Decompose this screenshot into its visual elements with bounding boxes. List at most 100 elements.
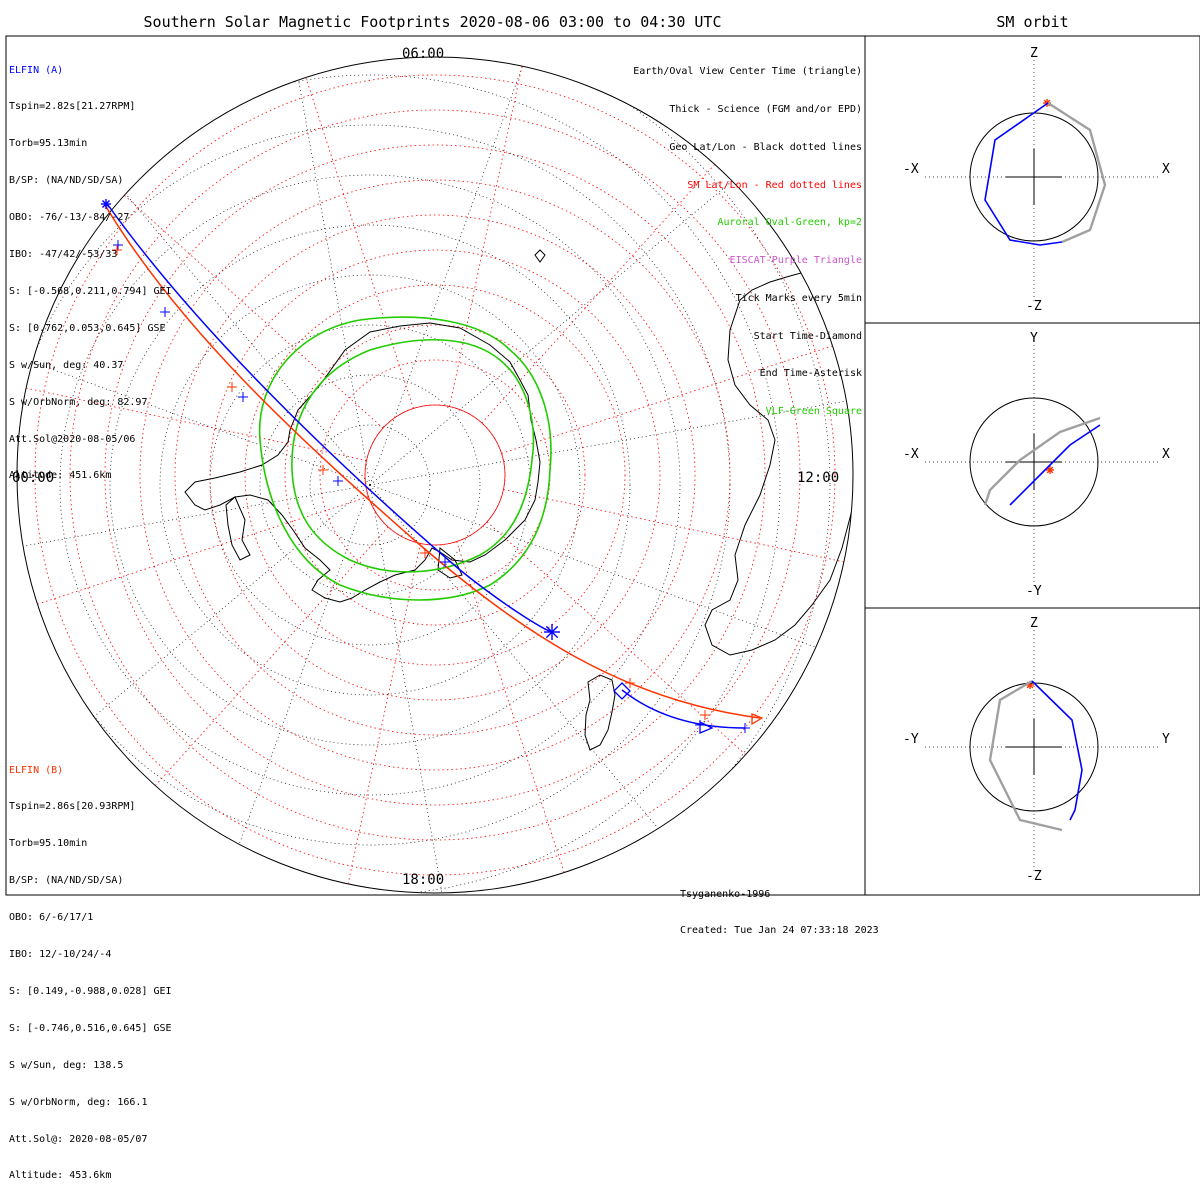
footprint-map: 06:00 00:00 12:00 18:00 Z -Z -X X Y -Y -X X Z -Z -…	[5, 35, 1200, 896]
satellite-tracks	[101, 99, 1054, 734]
clock-label-left: 00:00	[12, 470, 54, 486]
sm-lon-line	[17, 385, 367, 461]
geo-lon-line	[17, 484, 371, 590]
elfin-b-line: IBO: 12/-10/24/-4	[9, 949, 112, 961]
legend-item: Tick Marks every 5min	[735, 292, 862, 304]
elfin-b-line: B/SP: (NA/ND/SD/SA)	[9, 875, 124, 887]
legend-item: Thick - Science (FGM and/or EPD)	[669, 103, 862, 115]
elfin-a-line: S: [-0.568,0.211,0.794] GEI	[9, 285, 172, 297]
legend-item: Start Time-Diamond	[753, 330, 862, 342]
legend-item: VLF-Green Square	[765, 406, 862, 418]
sm-lat-circle	[209, 249, 661, 701]
orbit-b-path	[983, 416, 1101, 506]
legend-item: End Time-Asterisk	[759, 368, 862, 380]
elfin-a-line: S: [0.762,0.053,0.645] GSE	[9, 322, 166, 334]
geo-lat-circle	[309, 424, 431, 546]
sm-lon-line	[115, 186, 384, 429]
elfin-a-info: ELFIN (A) Tspin=2.82s[21.27RPM] Torb=95.…	[9, 40, 172, 495]
sm-lat-circle	[104, 144, 766, 806]
geo-lon-line	[17, 279, 371, 486]
geo-lon-line	[17, 57, 371, 486]
auroral-oval-outer	[258, 316, 552, 601]
credits: Tsyganenko-1996 Created: Tue Jan 24 07:3…	[680, 865, 879, 949]
sm-lat-circle	[244, 284, 626, 666]
elfin-b-view-triangle	[751, 713, 764, 726]
orbit-label-bottom: -Z	[1026, 299, 1042, 314]
elfin-a-start-diamond	[613, 682, 631, 700]
sm-lat-circle	[34, 74, 836, 876]
sm-lat-circle	[139, 179, 731, 771]
elfin-b-line: Tspin=2.86s[20.93RPM]	[9, 801, 136, 813]
orbit-marker	[1046, 466, 1054, 474]
auroral-oval-inner	[291, 338, 535, 573]
legend-item: SM Lat/Lon - Red dotted lines	[687, 179, 862, 191]
geo-lon-line	[265, 57, 371, 486]
orbit-b-path	[988, 679, 1063, 832]
map-boundary	[16, 56, 854, 894]
elfin-a-line: S w/Sun, deg: 40.37	[9, 359, 124, 371]
elfin-a-start-marker	[101, 199, 111, 209]
orbit-label-bottom: -Z	[1026, 869, 1042, 884]
orbit-title: SM orbit	[996, 13, 1069, 31]
orbit-label-bottom: -Y	[1026, 584, 1042, 599]
sm-lon-line	[486, 521, 755, 764]
elfin-b-line: S w/OrbNorm, deg: 166.1	[9, 1096, 148, 1108]
geo-lat-circle	[59, 174, 681, 796]
orbit-label-top: Z	[1030, 46, 1038, 61]
orbit-label-right: Y	[1162, 732, 1170, 747]
orbit-label-top: Z	[1030, 616, 1038, 631]
legend-item: Geo Lat/Lon - Black dotted lines	[669, 141, 862, 153]
geo-lon-line	[17, 484, 371, 871]
sm-lon-line	[146, 526, 389, 795]
elfin-b-line: OBO: 6/-6/17/1	[9, 912, 94, 924]
geo-lat-circle	[17, 57, 831, 893]
sm-lon-line	[449, 57, 525, 407]
elfin-b-line: S: [-0.746,0.516,0.645] GSE	[9, 1022, 172, 1034]
orbit-a-path	[1031, 680, 1083, 821]
elfin-a-track	[107, 204, 553, 633]
elfin-b-line: ELFIN (B)	[9, 764, 64, 776]
geo-lon-line	[369, 484, 475, 893]
elfin-a-view-triangle	[699, 720, 714, 734]
small-island-2	[437, 547, 463, 579]
geo-lon-line	[369, 380, 853, 486]
legend-item: EISCAT-Purple Triangle	[729, 255, 862, 267]
elfin-a-line: OBO: -76/-13/-84/-27	[9, 212, 130, 224]
geo-lon-line	[369, 484, 756, 893]
sm-grid	[17, 57, 853, 893]
orbit-a-path	[1009, 424, 1101, 506]
elfin-b-info: ELFIN (B) Tspin=2.86s[20.93RPM] Torb=95.…	[9, 740, 172, 1195]
geo-lon-line	[369, 99, 830, 486]
orbit-panels: Z -Z -X X Y -Y -X X Z -Z -Y Y	[903, 46, 1170, 884]
orbit-label-top: Y	[1030, 331, 1038, 346]
geo-lon-line	[369, 57, 576, 486]
orbit-label-left: -X	[903, 162, 919, 177]
elfin-b-line: Torb=95.10min	[9, 838, 88, 850]
auroral-ovals	[258, 316, 552, 601]
legend: Earth/Oval View Center Time (triangle) T…	[633, 41, 862, 431]
orbit-b-path	[1047, 101, 1107, 244]
elfin-a-line: IBO: -47/42/-53/33	[9, 249, 118, 261]
clock-label-bottom: 18:00	[402, 872, 444, 888]
elfin-a-line: S w/OrbNorm, deg: 82.97	[9, 396, 148, 408]
sm-pole-circle	[364, 404, 506, 546]
clock-label-right: 12:00	[797, 470, 839, 486]
orbit-label-right: X	[1162, 162, 1170, 177]
sm-lon-line	[25, 496, 369, 609]
legend-item: Earth/Oval View Center Time (triangle)	[633, 66, 862, 78]
sm-lon-line	[501, 341, 845, 454]
peninsula-outline	[225, 496, 251, 561]
orbit-label-left: -Y	[903, 732, 919, 747]
elfin-a-line: Torb=95.13min	[9, 138, 88, 150]
elfin-a-end-asterisk	[545, 625, 559, 639]
geo-lon-line	[369, 484, 853, 691]
sm-lat-circle	[364, 404, 506, 546]
orbit-frame	[864, 35, 1200, 896]
sm-lon-line	[481, 155, 724, 424]
sm-lon-line	[456, 541, 569, 885]
elfin-a-line: B/SP: (NA/ND/SD/SA)	[9, 175, 124, 187]
plot-title: Southern Solar Magnetic Footprints 2020-…	[143, 13, 722, 31]
geo-lat-circle	[17, 74, 781, 893]
elfin-a-track-2	[621, 689, 746, 729]
legend-item: Auroral Oval-Green, kp=2	[717, 217, 863, 229]
